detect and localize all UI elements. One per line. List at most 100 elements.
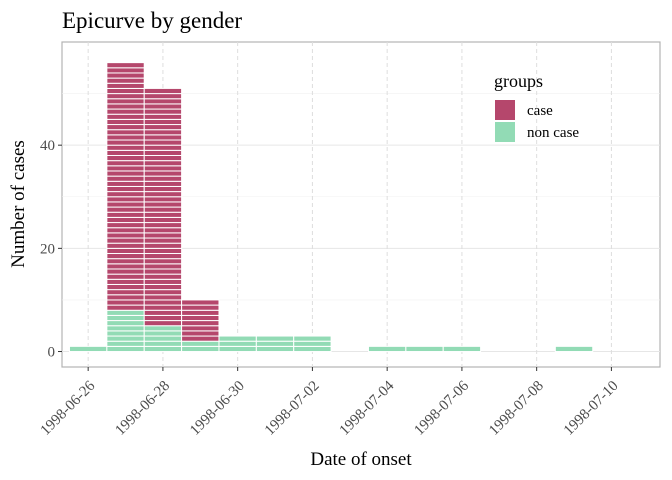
bar-segment-case — [106, 149, 145, 156]
bar-segment-case — [181, 335, 220, 342]
y-axis: 0 20 40 — [40, 138, 62, 361]
bar-segment-case — [106, 93, 145, 100]
x-tick-label: 1998-07-02 — [262, 378, 323, 439]
bar-segment-case — [106, 227, 145, 234]
bar-segment-non-case — [218, 335, 257, 342]
bar-segment-case — [106, 242, 145, 249]
bar-segment-case — [143, 283, 183, 291]
bar-segment-non-case — [106, 325, 145, 332]
bar-segment-case — [143, 294, 183, 301]
bar-segment-case — [106, 232, 145, 239]
bar-segment-case — [143, 134, 183, 141]
bar-segment-non-case — [106, 345, 145, 353]
bar-segment-case — [181, 299, 220, 306]
chart-title: Epicurve by gender — [62, 8, 242, 33]
bar-segment-non-case — [293, 340, 332, 347]
bar-segment-case — [106, 216, 145, 224]
bar-segment-case — [143, 253, 183, 260]
x-tick-label: 1998-06-30 — [187, 378, 248, 439]
bar-segment-case — [143, 93, 183, 100]
bar-segment-case — [106, 278, 145, 285]
bar-segment-case — [106, 160, 145, 167]
bar-segment-case — [143, 206, 183, 213]
bar-segment-non-case — [255, 345, 295, 353]
bar-segment-non-case — [106, 330, 145, 337]
bar-segment-case — [106, 144, 145, 151]
bar-segment-non-case — [367, 345, 407, 353]
x-tick-label: 1998-07-06 — [411, 378, 472, 439]
bar-segment-case — [106, 139, 145, 146]
y-tick-label: 0 — [48, 345, 56, 361]
bar-segment-non-case — [293, 335, 332, 342]
bar-segment-non-case — [181, 345, 220, 353]
bar-segment-non-case — [218, 345, 257, 353]
bar-segment-non-case — [106, 340, 145, 347]
bar-segment-case — [106, 268, 145, 275]
legend-key-non-case — [495, 122, 515, 142]
bar-segment-case — [143, 108, 183, 115]
bar-segment-case — [106, 103, 145, 110]
bar-segment-case — [106, 304, 145, 311]
bar-segment-case — [181, 330, 220, 337]
bar-segment-case — [106, 294, 145, 301]
x-tick-label: 1998-07-08 — [486, 378, 547, 439]
bar-segment-case — [106, 124, 145, 131]
bar-segment-case — [143, 268, 183, 275]
bar-segment-non-case — [143, 340, 183, 347]
bar-segment-non-case — [293, 345, 332, 353]
bar-segment-case — [106, 108, 145, 115]
bar-segment-case — [143, 118, 183, 126]
legend-title: groups — [494, 71, 543, 91]
bar-segment-case — [106, 98, 145, 105]
bar-segment-case — [106, 87, 145, 95]
bar-segment-case — [143, 103, 183, 110]
bar-segment-non-case — [255, 335, 295, 342]
bar-segment-case — [143, 320, 183, 327]
bar-segment-non-case — [143, 345, 183, 353]
bar-segment-case — [143, 247, 183, 255]
bar-segment-case — [106, 180, 145, 187]
bar-segment-non-case — [255, 340, 295, 347]
bar-segment-case — [106, 82, 145, 89]
bar-segment-case — [106, 263, 145, 270]
y-tick-label: 20 — [40, 241, 55, 257]
bar-segment-case — [106, 211, 145, 218]
bar-segment-case — [143, 98, 183, 105]
bar-segment-case — [106, 134, 145, 141]
bar-segment-case — [106, 222, 145, 229]
bar-segment-case — [106, 62, 145, 69]
bar-segment-non-case — [218, 340, 257, 347]
bar-segment-case — [106, 175, 145, 182]
x-tick-label: 1998-07-04 — [337, 378, 398, 439]
bar-segment-case — [143, 278, 183, 285]
bar-segment-case — [143, 124, 183, 131]
bar-segment-case — [143, 175, 183, 182]
bar-segment-non-case — [143, 330, 183, 337]
x-axis: 1998-06-26 1998-06-28 1998-06-30 1998-07-02… — [38, 367, 622, 439]
bar-segment-case — [143, 170, 183, 177]
bar-segment-non-case — [442, 345, 482, 353]
bar-segment-case — [143, 191, 183, 198]
bar-segment-case — [106, 185, 145, 193]
bar-segment-case — [106, 196, 145, 203]
bar-segment-non-case — [143, 325, 183, 332]
bar-segment-case — [143, 304, 183, 311]
x-tick-label: 1998-06-28 — [112, 378, 173, 439]
bar-segment-case — [143, 180, 183, 187]
legend-key-case — [495, 100, 515, 120]
bar-segment-case — [106, 237, 145, 244]
bar-segment-non-case — [106, 314, 145, 322]
legend-label-non-case: non case — [527, 125, 579, 141]
bar-segment-case — [106, 206, 145, 213]
bar-segment-case — [106, 72, 145, 79]
bar-segment-case — [106, 118, 145, 126]
bar-segment-case — [106, 273, 145, 280]
bar-segment-case — [143, 222, 183, 229]
bar-segment-case — [106, 191, 145, 198]
bar-segment-case — [143, 165, 183, 172]
bar-segment-case — [143, 289, 183, 296]
bar-segment-non-case — [106, 335, 145, 342]
bar-segment-case — [106, 129, 145, 136]
bar-segment-non-case — [106, 320, 145, 327]
y-axis-title: Number of cases — [8, 140, 29, 268]
